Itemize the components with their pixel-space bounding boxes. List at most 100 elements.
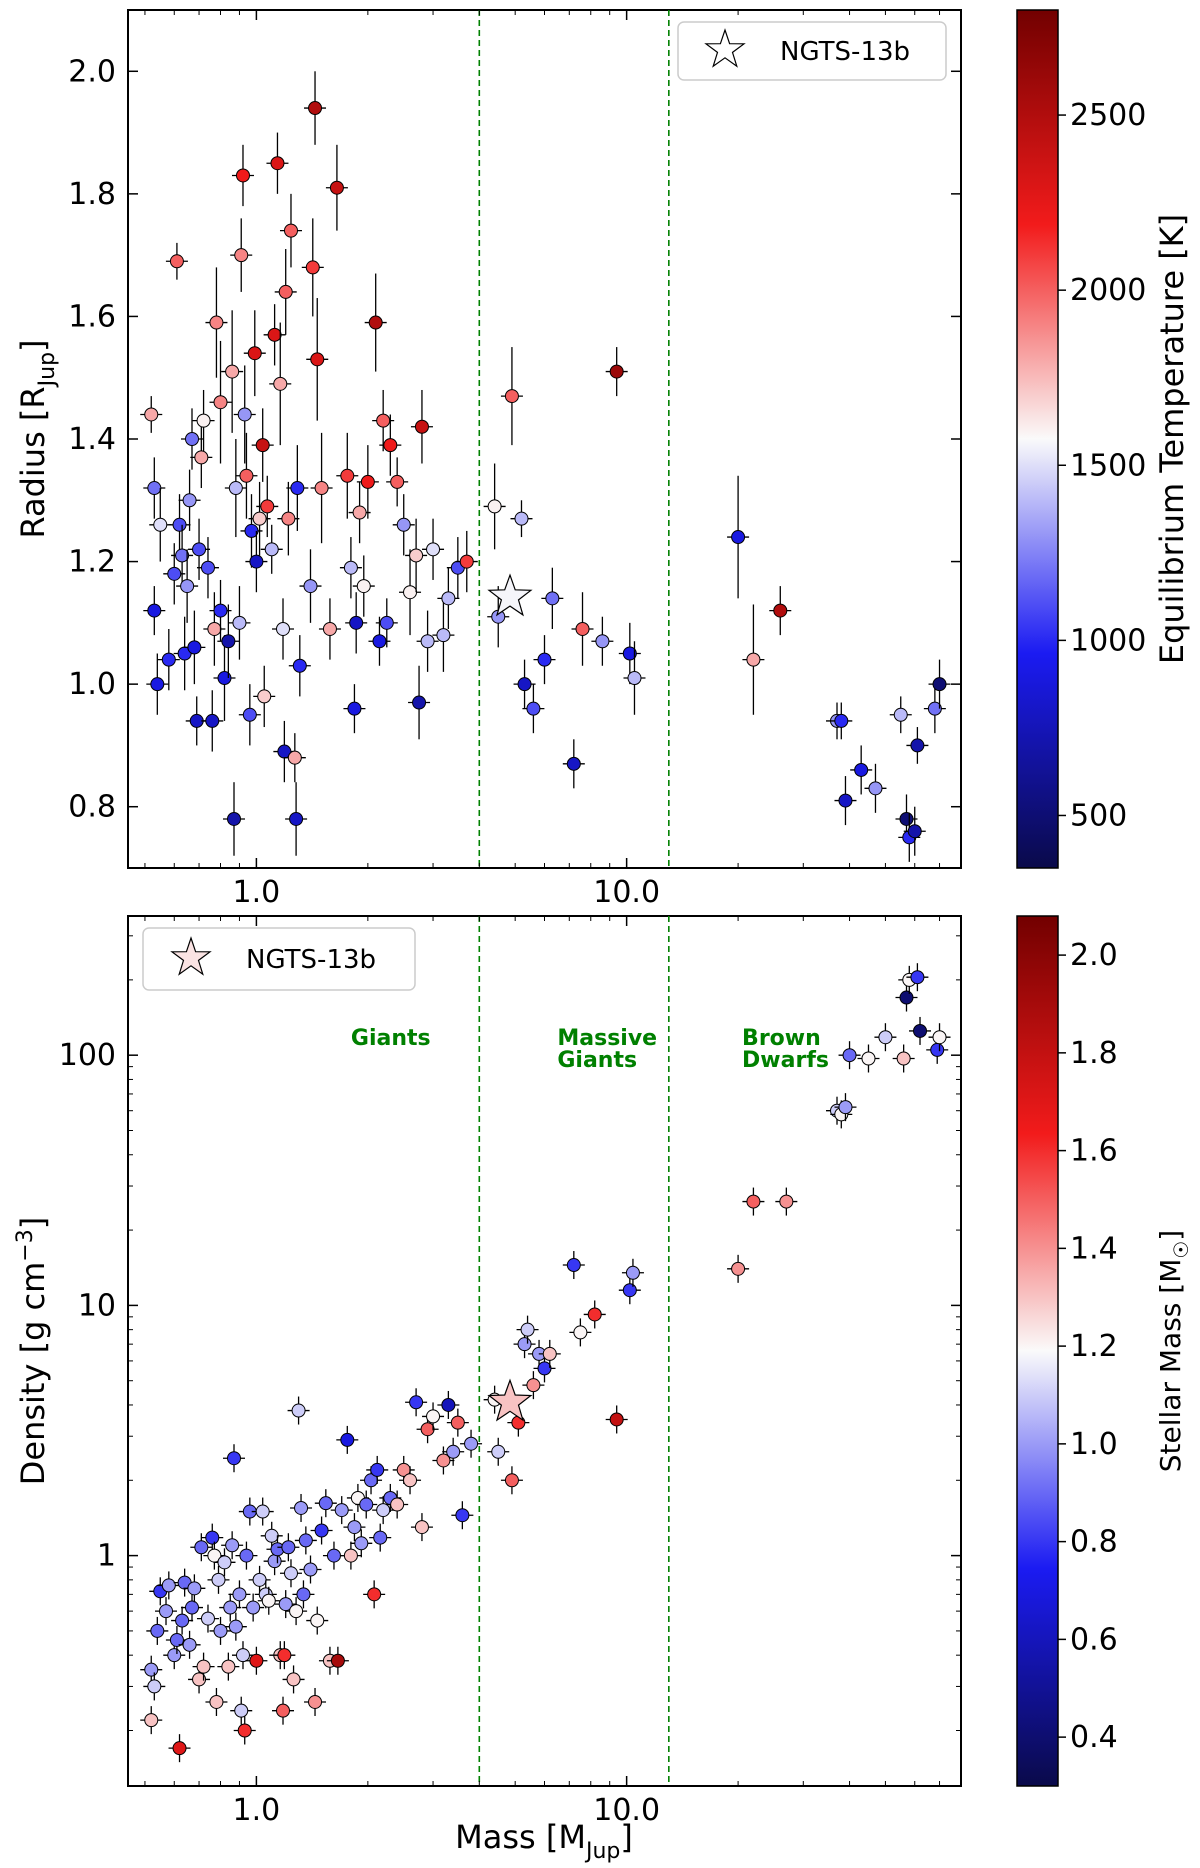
top-point	[270, 156, 285, 171]
bottom-point	[308, 1694, 323, 1709]
top-point	[383, 438, 398, 453]
top-point	[167, 566, 182, 581]
bottom-colorbar-tick-label: 0.4	[1070, 1720, 1118, 1755]
bottom-point	[842, 1048, 857, 1063]
bottom-point	[896, 1051, 911, 1066]
bottom-point	[367, 1587, 382, 1602]
bottom-point	[291, 1403, 306, 1418]
bottom-point	[746, 1194, 761, 1209]
bottom-point	[587, 1307, 602, 1322]
top-ytick-label: 1.4	[68, 422, 116, 457]
top-legend-label: NGTS-13b	[780, 37, 910, 67]
bottom-point	[205, 1530, 220, 1545]
region-label-1: Massive Giants	[557, 1026, 657, 1073]
bottom-point	[209, 1694, 224, 1709]
bottom-colorbar-label: Stellar Mass [M☉]	[1154, 1230, 1193, 1472]
bottom-legend-box	[142, 927, 416, 991]
top-point	[247, 346, 262, 361]
top-point	[150, 677, 165, 692]
bottom-point	[455, 1508, 470, 1523]
top-point	[196, 413, 211, 428]
top-point	[322, 621, 337, 636]
bottom-region-labels: Giants Massive Giants Brown Dwarfs	[351, 1026, 829, 1073]
top-point	[192, 542, 207, 557]
bottom-highlight	[487, 1378, 533, 1422]
bottom-point	[450, 1415, 465, 1430]
top-point	[303, 579, 318, 594]
bottom-point	[436, 1453, 451, 1468]
bottom-point	[281, 1540, 296, 1555]
bottom-point	[213, 1623, 228, 1638]
top-point	[252, 511, 267, 526]
top-point	[517, 677, 532, 692]
bottom-point	[246, 1600, 261, 1615]
bottom-legend-label: NGTS-13b	[246, 945, 376, 975]
bottom-point	[185, 1600, 200, 1615]
bottom-point	[261, 1593, 276, 1608]
bottom-point	[464, 1436, 479, 1451]
top-point	[180, 579, 195, 594]
bottom-point	[227, 1451, 242, 1466]
bottom-point	[217, 1555, 232, 1570]
bottom-point	[237, 1723, 252, 1738]
top-colorbar-ticks: 500 1000 1500 2000 2500	[1058, 98, 1146, 833]
bottom-point	[234, 1703, 249, 1718]
top-point	[414, 419, 429, 434]
bottom-vlines	[478, 916, 670, 1786]
top-ngts13b-star	[487, 573, 533, 617]
top-point	[893, 707, 908, 722]
top-point	[153, 517, 168, 532]
bottom-ytick-label: 100	[59, 1038, 116, 1073]
bottom-point	[878, 1030, 893, 1045]
bottom-point	[347, 1520, 362, 1535]
bottom-point	[187, 1581, 202, 1596]
top-colorbar-label: Equilibrium Temperature [K]	[1153, 214, 1191, 664]
top-point	[217, 671, 232, 686]
top-point	[396, 517, 411, 532]
bottom-point	[283, 1566, 298, 1581]
top-point	[200, 560, 215, 575]
top-point	[305, 260, 320, 275]
top-point	[834, 713, 849, 728]
top-point	[175, 548, 190, 563]
top-point	[595, 634, 610, 649]
bottom-colorbar-tick-label: 0.6	[1070, 1622, 1118, 1657]
bottom-point	[252, 1572, 267, 1587]
top-point	[182, 493, 197, 508]
top-point	[868, 781, 883, 796]
top-point	[426, 542, 441, 557]
bottom-point	[169, 1632, 184, 1647]
top-point	[264, 542, 279, 557]
bottom-point	[542, 1346, 557, 1361]
bottom-point	[838, 1100, 853, 1115]
top-point	[187, 640, 202, 655]
top-point	[289, 811, 304, 826]
top-point	[487, 499, 502, 514]
top-point	[273, 376, 288, 391]
bottom-point	[566, 1258, 581, 1273]
top-ytick-label: 1.2	[68, 545, 116, 580]
top-point	[376, 413, 391, 428]
bottom-point	[223, 1600, 238, 1615]
bottom-ytick-label: 10	[78, 1288, 116, 1323]
top-colorbar-tick-label: 2000	[1070, 273, 1146, 308]
bottom-point	[326, 1548, 341, 1563]
bottom-point	[537, 1361, 552, 1376]
top-point	[283, 223, 298, 238]
bottom-point	[228, 1619, 243, 1634]
top-point	[627, 671, 642, 686]
bottom-colorbar-tick-label: 1.2	[1070, 1329, 1118, 1364]
bottom-points	[140, 963, 951, 1763]
top-point	[242, 707, 257, 722]
bottom-point	[192, 1672, 207, 1687]
bottom-point	[194, 1540, 209, 1555]
bottom-point	[159, 1604, 174, 1619]
top-point	[169, 254, 184, 269]
bottom-point	[147, 1679, 162, 1694]
top-point	[349, 615, 364, 630]
top-point	[292, 658, 307, 673]
top-point	[147, 603, 162, 618]
top-point	[281, 511, 296, 526]
bottom-point	[289, 1604, 304, 1619]
